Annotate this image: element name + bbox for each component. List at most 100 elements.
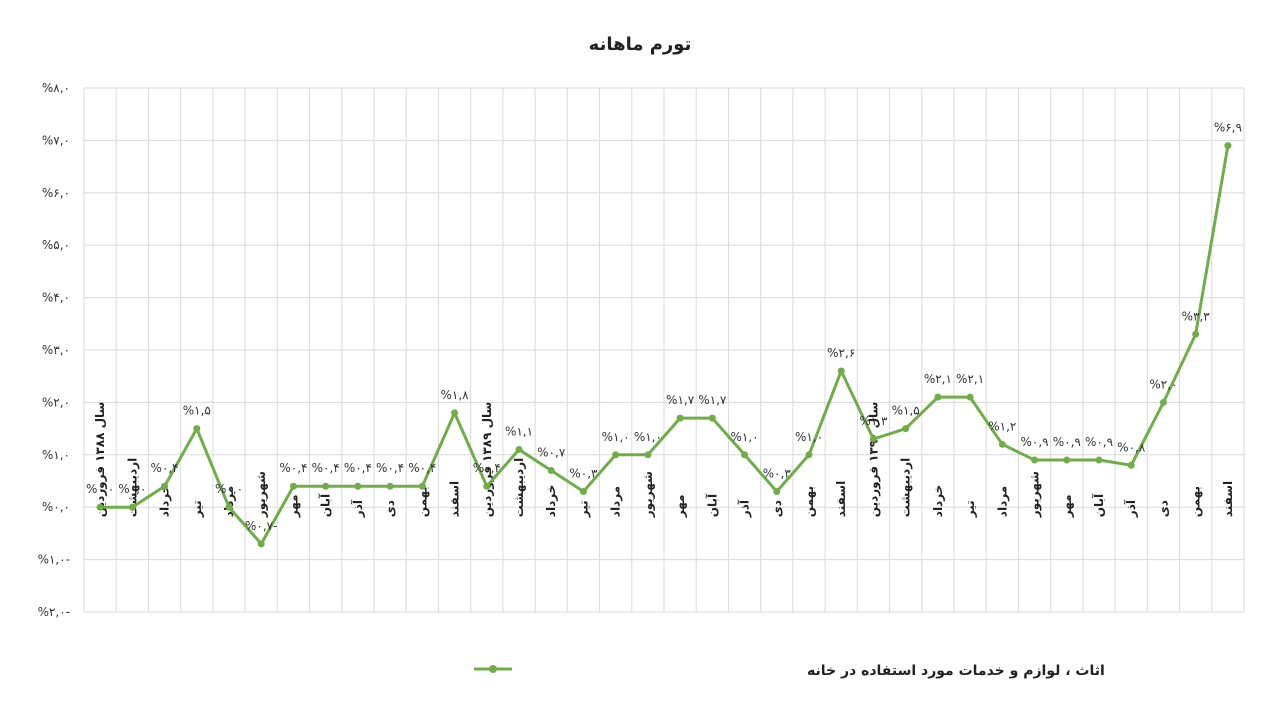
data-label: %۲,۶ <box>827 346 855 360</box>
x-tick-label: شهریور <box>254 471 269 518</box>
x-axis: سال ۱۳۸۸ فروردین اردیبهشت خرداد تیر مرداد شهر… <box>93 402 1235 519</box>
data-point <box>193 425 201 433</box>
x-tick-label: آذر <box>737 499 752 518</box>
data-label: %۰,۴ <box>312 461 340 475</box>
x-tick-label: شهریور <box>641 471 656 518</box>
data-label: %۰,۰ <box>86 482 114 496</box>
data-point <box>257 540 265 548</box>
data-label: %۲,۱ <box>924 372 952 386</box>
data-point <box>676 414 684 422</box>
y-tick-label: %۷,۰ <box>42 133 70 147</box>
data-point <box>386 482 394 490</box>
data-point <box>1192 330 1200 338</box>
y-axis: %۲,۰- %۱,۰- %۰,۰ %۱,۰ %۲,۰ %۳,۰ %۴,۰ %۵,۰ %۶,۰ %۷… <box>38 81 70 619</box>
legend-label: اثاث ، لوازم و خدمات مورد استفاده در خان… <box>807 663 1105 679</box>
data-label: %۰,۴ <box>376 461 404 475</box>
data-label: %۱,۲ <box>988 419 1016 433</box>
data-labels: %۰,۰ %۰,۰ %۰,۴ %۱,۵ %۰,۰ %۰,۷- %۰,۴ %۰,۴ %۰,۴ %۰,… <box>86 121 1242 533</box>
y-tick-label: %۱,۰- <box>38 553 70 567</box>
x-tick-label: دی <box>770 500 784 517</box>
data-label: %۶,۹ <box>1214 121 1242 135</box>
x-tick-label: مهر <box>673 494 687 518</box>
x-tick-label: مرداد <box>609 486 623 517</box>
data-point <box>225 503 233 511</box>
x-tick-label: مرداد <box>995 486 1009 517</box>
data-label: %۰,۴ <box>473 461 501 475</box>
data-point <box>902 425 910 433</box>
data-label: %۰,۹ <box>1053 435 1081 449</box>
x-tick-label: خرداد <box>158 485 172 518</box>
x-tick-label: شهریور <box>1028 471 1043 518</box>
data-label: %۰,۷- <box>245 519 277 533</box>
x-tick-label: دی <box>383 500 397 517</box>
data-point <box>451 409 459 417</box>
data-point <box>1063 456 1071 464</box>
x-tick-label: مهر <box>286 494 300 518</box>
y-tick-label: %۰,۰ <box>42 500 70 514</box>
x-tick-label: آذر <box>350 499 365 518</box>
data-point <box>96 503 104 511</box>
y-tick-label: %۵,۰ <box>42 238 70 252</box>
data-label: %۰,۳ <box>569 466 598 480</box>
data-point <box>418 482 426 490</box>
data-point <box>128 503 136 511</box>
data-point <box>805 451 813 459</box>
data-point <box>483 482 491 490</box>
data-point <box>322 482 330 490</box>
data-point <box>1095 456 1103 464</box>
data-label: %۰,۴ <box>344 461 372 475</box>
x-tick-label: تیر <box>576 500 590 518</box>
data-label: %۱,۰ <box>795 430 823 444</box>
x-tick-label: اردیبهشت <box>125 458 139 517</box>
data-label: %۰,۰ <box>118 482 146 496</box>
data-label: %۱,۱ <box>505 425 533 439</box>
x-tick-label: اردیبهشت <box>899 458 913 517</box>
data-point <box>1159 398 1167 406</box>
x-tick-label: آبان <box>1091 493 1106 517</box>
data-label: %۰,۸ <box>1117 440 1146 454</box>
data-point <box>161 482 169 490</box>
chart-title: تورم ماهانه <box>589 34 692 55</box>
data-point <box>1127 461 1135 469</box>
data-label: %۱,۵ <box>892 404 920 418</box>
x-tick-label: بهمن <box>1189 486 1203 517</box>
data-point <box>1224 142 1232 150</box>
y-tick-label: %۲,۰- <box>38 605 70 619</box>
data-label: %۰,۴ <box>408 461 436 475</box>
data-label: %۲,۱ <box>956 372 984 386</box>
x-tick-label: تیر <box>190 500 204 518</box>
grid <box>83 87 1245 613</box>
legend: اثاث ، لوازم و خدمات مورد استفاده در خان… <box>474 663 1105 679</box>
data-point <box>547 467 555 475</box>
series-line <box>100 145 1230 546</box>
data-point <box>869 435 877 443</box>
data-point <box>837 367 845 375</box>
data-point <box>934 393 942 401</box>
data-point <box>354 482 362 490</box>
data-point <box>515 446 523 454</box>
y-tick-label: %۶,۰ <box>42 186 70 200</box>
data-point <box>1031 456 1039 464</box>
data-point <box>579 487 587 495</box>
data-label: %۱,۳ <box>859 414 888 428</box>
data-point <box>998 440 1006 448</box>
y-tick-label: %۴,۰ <box>42 291 70 305</box>
x-tick-label: اسفند <box>1221 481 1235 517</box>
legend-marker <box>489 665 497 673</box>
data-point <box>612 451 620 459</box>
data-point <box>708 414 716 422</box>
x-tick-label: آبان <box>704 493 719 517</box>
data-label: %۱,۰ <box>602 430 630 444</box>
data-point <box>773 487 781 495</box>
data-label: %۱,۷ <box>698 393 727 407</box>
data-point <box>644 451 652 459</box>
data-point <box>741 451 749 459</box>
data-label: %۱,۷ <box>666 393 695 407</box>
x-tick-label: اسفند <box>448 481 462 517</box>
x-tick-label: سال ۱۳۸۹ فروردین <box>480 402 495 518</box>
y-tick-label: %۱,۰ <box>42 448 70 462</box>
y-tick-label: %۳,۰ <box>42 343 70 357</box>
x-tick-label: تیر <box>963 500 977 518</box>
y-tick-label: %۸,۰ <box>42 81 70 95</box>
